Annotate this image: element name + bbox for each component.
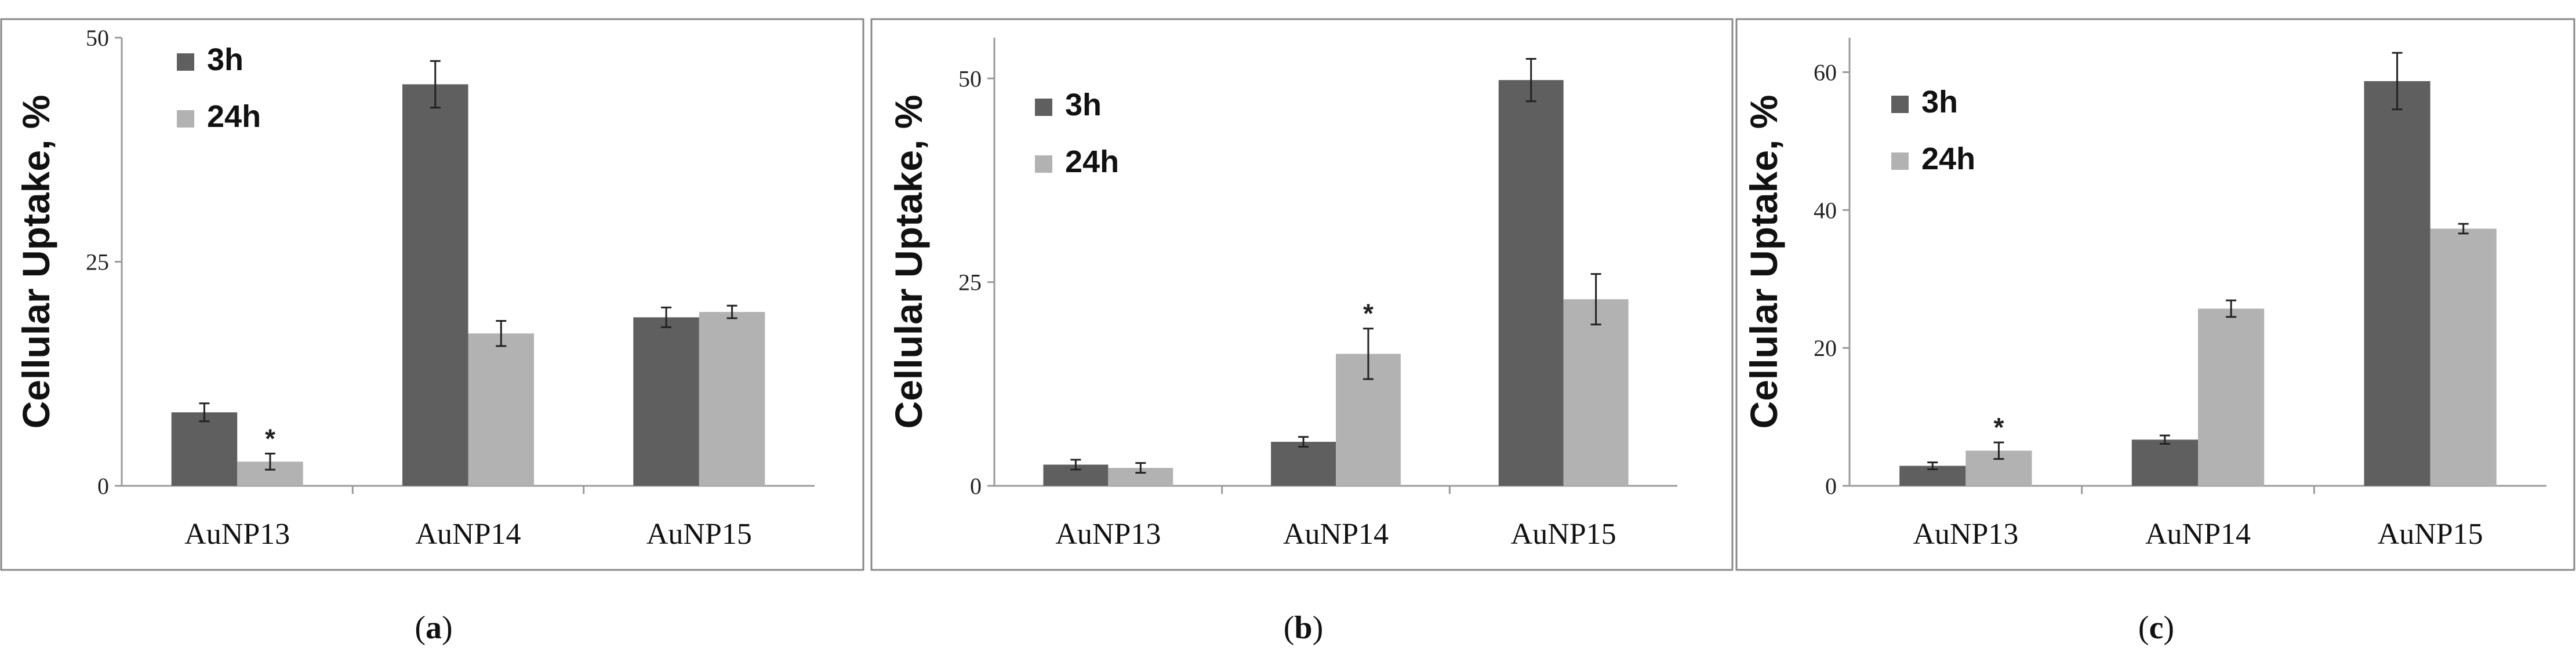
chart-panel-a: 0 25 50 Cellular Uptake, % AuNP13 * AuNP14 AuNP… xyxy=(0,18,864,646)
y-tick-label: 25 xyxy=(86,249,109,275)
panel-caption: (c) xyxy=(2138,610,2174,646)
bar-3h-AuNP14 xyxy=(2131,439,2198,486)
x-tick-label: AuNP13 xyxy=(1055,518,1161,551)
y-tick-label: 0 xyxy=(970,473,982,499)
chart-panel-b: 0 25 50 Cellular Uptake, % AuNP13 AuNP14 * AuNP… xyxy=(870,18,1734,646)
legend-label-3h: 3h xyxy=(1065,88,1102,122)
y-tick-label: 20 xyxy=(1814,335,1837,361)
y-tick-label: 50 xyxy=(958,66,982,92)
bar-3h-AuNP14 xyxy=(402,84,468,486)
legend-swatch-24h xyxy=(1891,152,1909,170)
bar-24h-AuNP15 xyxy=(699,312,765,486)
y-axis-label: Cellular Uptake, % xyxy=(1742,95,1785,429)
y-tick-label: 0 xyxy=(97,473,109,499)
y-tick-label: 40 xyxy=(1814,197,1837,223)
bar-3h-AuNP15 xyxy=(633,317,699,486)
legend-label-24h: 24h xyxy=(1921,141,1975,176)
bar-24h-AuNP14 xyxy=(468,333,535,486)
legend-label-3h: 3h xyxy=(1921,85,1958,119)
significance-marker: * xyxy=(1993,412,2004,442)
y-tick-label: 0 xyxy=(1825,473,1837,499)
legend-swatch-24h xyxy=(177,110,194,128)
bar-24h-AuNP15 xyxy=(1563,299,1629,486)
legend-swatch-3h xyxy=(1891,96,1909,113)
bar-24h-AuNP15 xyxy=(2430,228,2497,486)
legend-swatch-24h xyxy=(1035,155,1052,173)
bar-24h-AuNP14 xyxy=(2198,308,2265,486)
x-tick-label: AuNP14 xyxy=(415,518,521,551)
panel-frame xyxy=(870,18,1734,571)
y-axis-label: Cellular Uptake, % xyxy=(887,95,930,429)
x-tick-label: AuNP13 xyxy=(184,518,290,551)
y-axis-label: Cellular Uptake, % xyxy=(14,95,57,429)
panel-caption: (b) xyxy=(1284,610,1323,646)
legend-label-24h: 24h xyxy=(1065,144,1119,179)
significance-marker: * xyxy=(1363,299,1374,329)
legend-swatch-3h xyxy=(177,53,194,71)
bar-3h-AuNP14 xyxy=(1271,442,1336,486)
x-tick-label: AuNP14 xyxy=(1283,518,1389,551)
y-tick-label: 60 xyxy=(1814,59,1837,85)
x-tick-label: AuNP15 xyxy=(646,518,752,551)
bar-3h-AuNP15 xyxy=(2364,81,2430,486)
x-tick-label: AuNP14 xyxy=(2145,518,2251,551)
legend-label-3h: 3h xyxy=(207,42,244,77)
bar-3h-AuNP13 xyxy=(171,412,238,486)
x-tick-label: AuNP15 xyxy=(1511,518,1616,551)
legend-label-24h: 24h xyxy=(207,99,261,134)
chart-panel-c: 0 20 40 60 Cellular Uptake, % AuNP13 * AuNP14 Au… xyxy=(1735,18,2575,646)
y-tick-label: 25 xyxy=(958,270,982,296)
legend-swatch-3h xyxy=(1035,99,1052,116)
y-tick-label: 50 xyxy=(86,25,109,51)
significance-marker: * xyxy=(265,423,275,453)
x-tick-label: AuNP13 xyxy=(1913,518,2018,551)
x-tick-label: AuNP15 xyxy=(2378,518,2483,551)
bar-3h-AuNP15 xyxy=(1498,80,1564,486)
panel-caption: (a) xyxy=(415,610,452,646)
